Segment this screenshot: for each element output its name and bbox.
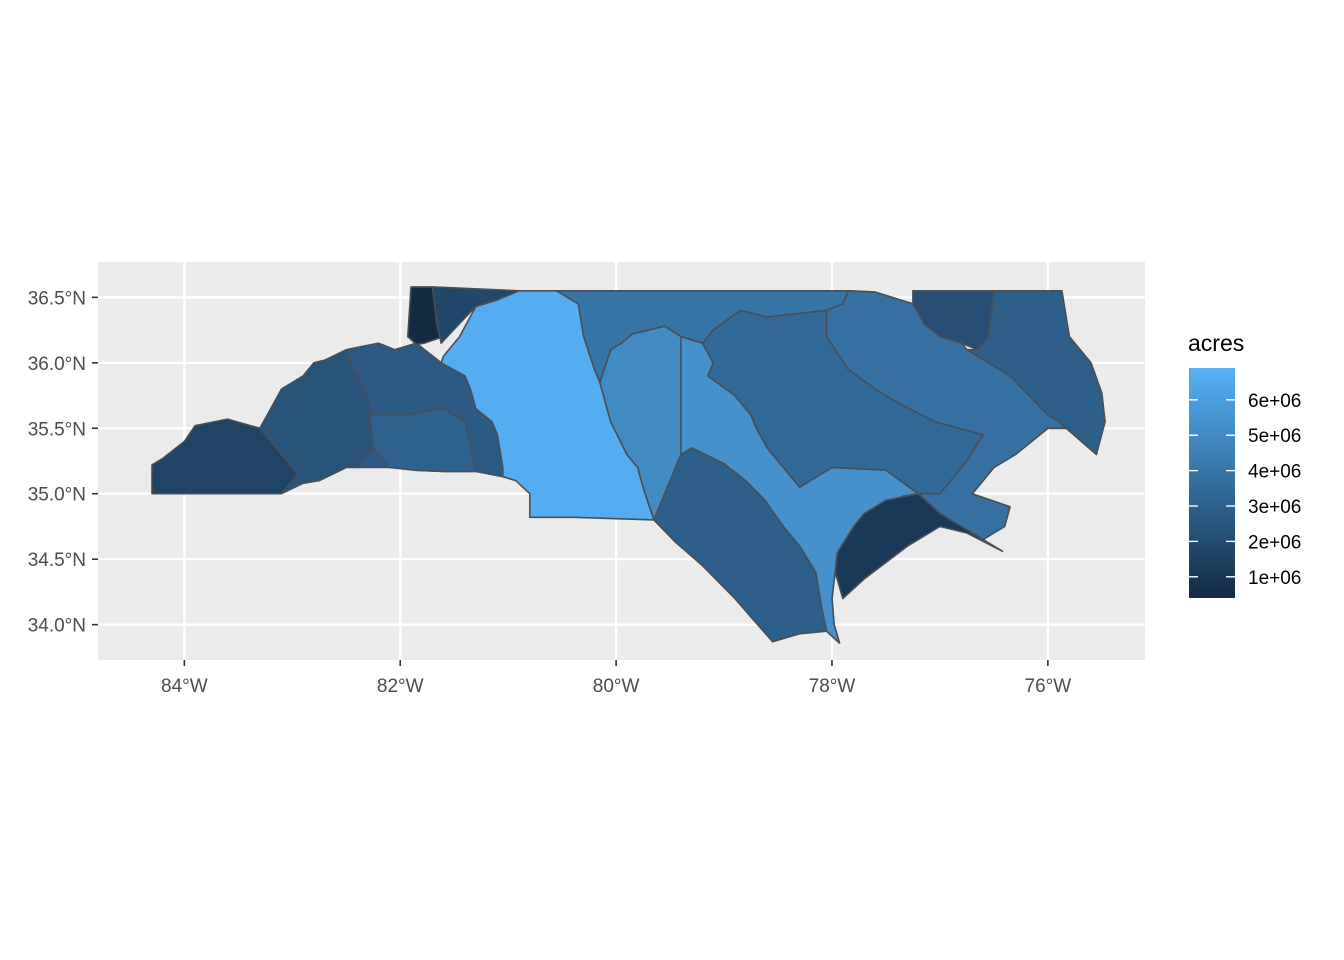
y-tick-label: 35.5°N: [28, 419, 86, 440]
legend: acres 1e+06 2e+06 3e+06 4e+06 5e+06 6e+06: [1188, 330, 1301, 598]
legend-label: 6e+06: [1248, 391, 1301, 412]
legend-label: 1e+06: [1248, 568, 1301, 589]
legend-label: 3e+06: [1248, 497, 1301, 518]
legend-ticks: 1e+06 2e+06 3e+06 4e+06 5e+06 6e+06: [1189, 391, 1301, 589]
y-tick-label: 36.5°N: [28, 288, 86, 309]
legend-label: 5e+06: [1248, 426, 1301, 447]
map-regions: [151, 286, 1106, 644]
legend-colorbar: [1189, 368, 1235, 598]
x-tick-label: 82°W: [377, 676, 424, 697]
legend-label: 2e+06: [1248, 532, 1301, 553]
y-tick-label: 34.0°N: [28, 616, 86, 637]
legend-title: acres: [1188, 330, 1244, 356]
map-region: [966, 290, 1106, 456]
x-tick-label: 84°W: [161, 676, 208, 697]
y-tick-label: 36.0°N: [28, 354, 86, 375]
legend-label: 4e+06: [1248, 462, 1301, 483]
y-tick-label: 35.0°N: [28, 485, 86, 506]
x-axis: 84°W 82°W 80°W 78°W 76°W: [161, 660, 1071, 697]
x-tick-label: 76°W: [1025, 676, 1072, 697]
x-tick-label: 78°W: [809, 676, 856, 697]
y-tick-label: 34.5°N: [28, 550, 86, 571]
y-axis: 34.0°N 34.5°N 35.0°N 35.5°N 36.0°N 36.5°N: [28, 288, 98, 637]
map-region: [369, 407, 477, 473]
x-tick-label: 80°W: [593, 676, 640, 697]
map-region: [834, 492, 1004, 600]
